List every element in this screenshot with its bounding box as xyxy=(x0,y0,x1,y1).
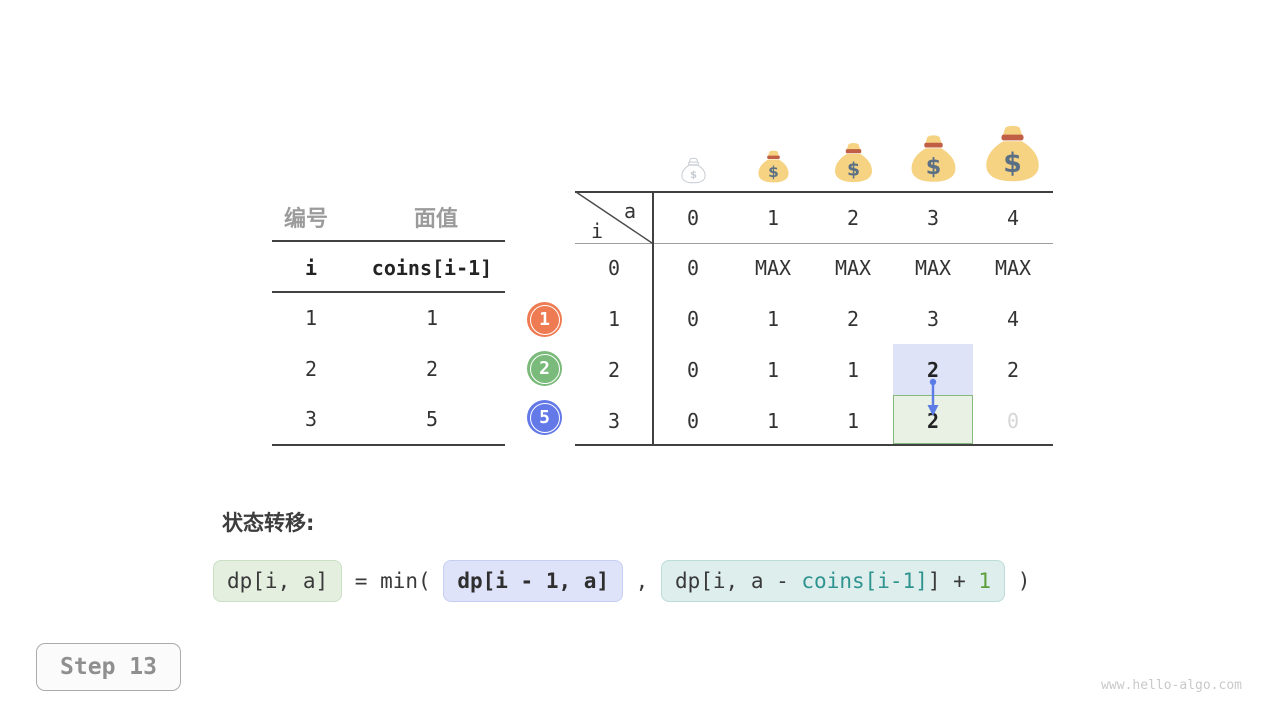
step-indicator: Step 13 xyxy=(36,643,181,691)
dp-table-border-top xyxy=(575,191,1053,193)
dp-cell-r2c3-source: 2 xyxy=(926,358,940,382)
coin-badge-1-label: 1 xyxy=(539,309,550,330)
formula-target-box: dp[i, a] xyxy=(213,560,343,602)
coin-table-divider-mid xyxy=(272,291,505,293)
dp-table-header-divider xyxy=(575,243,1053,245)
dp-table-corner-diagonal xyxy=(575,191,653,244)
dp-corner-col-var: a xyxy=(623,199,637,223)
coin-badge-5-icon: 5 xyxy=(527,400,562,435)
dp-cell-r1c4: 4 xyxy=(1006,307,1020,331)
dp-cell-r3c0: 0 xyxy=(686,409,700,433)
dp-cell-r0c4: MAX xyxy=(994,256,1032,280)
dp-row-label-2: 2 xyxy=(607,358,621,382)
dp-col-header-4: 4 xyxy=(1006,206,1020,230)
dp-table-border-bottom xyxy=(575,444,1053,446)
dp-cell-r2c4: 2 xyxy=(1006,358,1020,382)
formula-option1-box: dp[i - 1, a] xyxy=(443,560,624,602)
dp-row-label-0: 0 xyxy=(607,256,621,280)
formula-comma: , xyxy=(623,569,661,593)
formula-option2-bracket-plus: ] + xyxy=(927,569,979,593)
dp-col-header-0: 0 xyxy=(686,206,700,230)
coin-table-var-i: i xyxy=(304,256,318,280)
formula-close-paren: ) xyxy=(1005,569,1031,593)
coin-row-3-value: 5 xyxy=(425,407,439,431)
money-bag-4-icon xyxy=(982,123,1043,184)
dp-cell-r2c1: 1 xyxy=(766,358,780,382)
dp-col-header-3: 3 xyxy=(926,206,940,230)
state-transition-label: 状态转移: xyxy=(222,511,315,535)
step-indicator-label: Step 13 xyxy=(60,654,157,680)
coin-badge-1-icon: 1 xyxy=(527,302,562,337)
state-transition-formula: dp[i, a] = min( dp[i - 1, a] , dp[i, a -… xyxy=(213,558,1030,604)
coin-table-divider-bottom xyxy=(272,444,505,446)
coin-table-header-value: 面值 xyxy=(413,207,459,232)
dp-cell-r1c2: 2 xyxy=(846,307,860,331)
transition-arrow-icon xyxy=(927,378,939,416)
dp-cell-r1c0: 0 xyxy=(686,307,700,331)
dp-row-label-1: 1 xyxy=(607,307,621,331)
dp-cell-r3c4-pending: 0 xyxy=(1006,409,1020,433)
dp-cell-r0c2: MAX xyxy=(834,256,872,280)
money-bag-2-icon xyxy=(832,141,875,184)
money-bag-1-icon xyxy=(756,149,791,184)
dp-cell-r3c1: 1 xyxy=(766,409,780,433)
dp-cell-r2c0: 0 xyxy=(686,358,700,382)
coin-table-var-coins: coins[i-1] xyxy=(371,256,493,280)
money-bag-ghost-icon xyxy=(680,157,707,184)
coin-table-divider-top xyxy=(272,240,505,242)
coin-row-3-index: 3 xyxy=(304,407,318,431)
coin-row-2-index: 2 xyxy=(304,357,318,381)
dp-cell-r1c1: 1 xyxy=(766,307,780,331)
dp-cell-r0c3: MAX xyxy=(914,256,952,280)
dp-cell-r0c0: 0 xyxy=(686,256,700,280)
money-bag-3-icon xyxy=(908,133,959,184)
coin-row-1-index: 1 xyxy=(304,306,318,330)
formula-option2-box: dp[i, a - coins[i-1]] + 1 xyxy=(660,560,1006,602)
dp-cell-r3c2: 1 xyxy=(846,409,860,433)
coin-badge-2-label: 2 xyxy=(539,358,550,379)
coin-row-2-value: 2 xyxy=(425,357,439,381)
dp-col-header-2: 2 xyxy=(846,206,860,230)
watermark-url: www.hello-algo.com xyxy=(1101,678,1242,693)
dp-cell-r2c2: 1 xyxy=(846,358,860,382)
formula-option2-one: 1 xyxy=(978,569,992,593)
dp-col-header-1: 1 xyxy=(766,206,780,230)
coin-badge-5-label: 5 xyxy=(539,407,550,428)
coin-badge-2-icon: 2 xyxy=(527,351,562,386)
coin-row-1-value: 1 xyxy=(425,306,439,330)
formula-option2-coins: coins[i-1] xyxy=(801,569,928,593)
dp-table-vertical-divider xyxy=(652,191,654,446)
coin-table-header-id: 编号 xyxy=(283,207,329,232)
dp-corner-row-var: i xyxy=(590,219,604,243)
dp-cell-r0c1: MAX xyxy=(754,256,792,280)
dp-cell-r3c3-target: 2 xyxy=(926,409,940,433)
formula-equals-min: = min( xyxy=(342,569,444,593)
dp-row-label-3: 3 xyxy=(607,409,621,433)
formula-option2-dp: dp[i, a - xyxy=(674,569,802,593)
dp-cell-r1c3: 3 xyxy=(926,307,940,331)
